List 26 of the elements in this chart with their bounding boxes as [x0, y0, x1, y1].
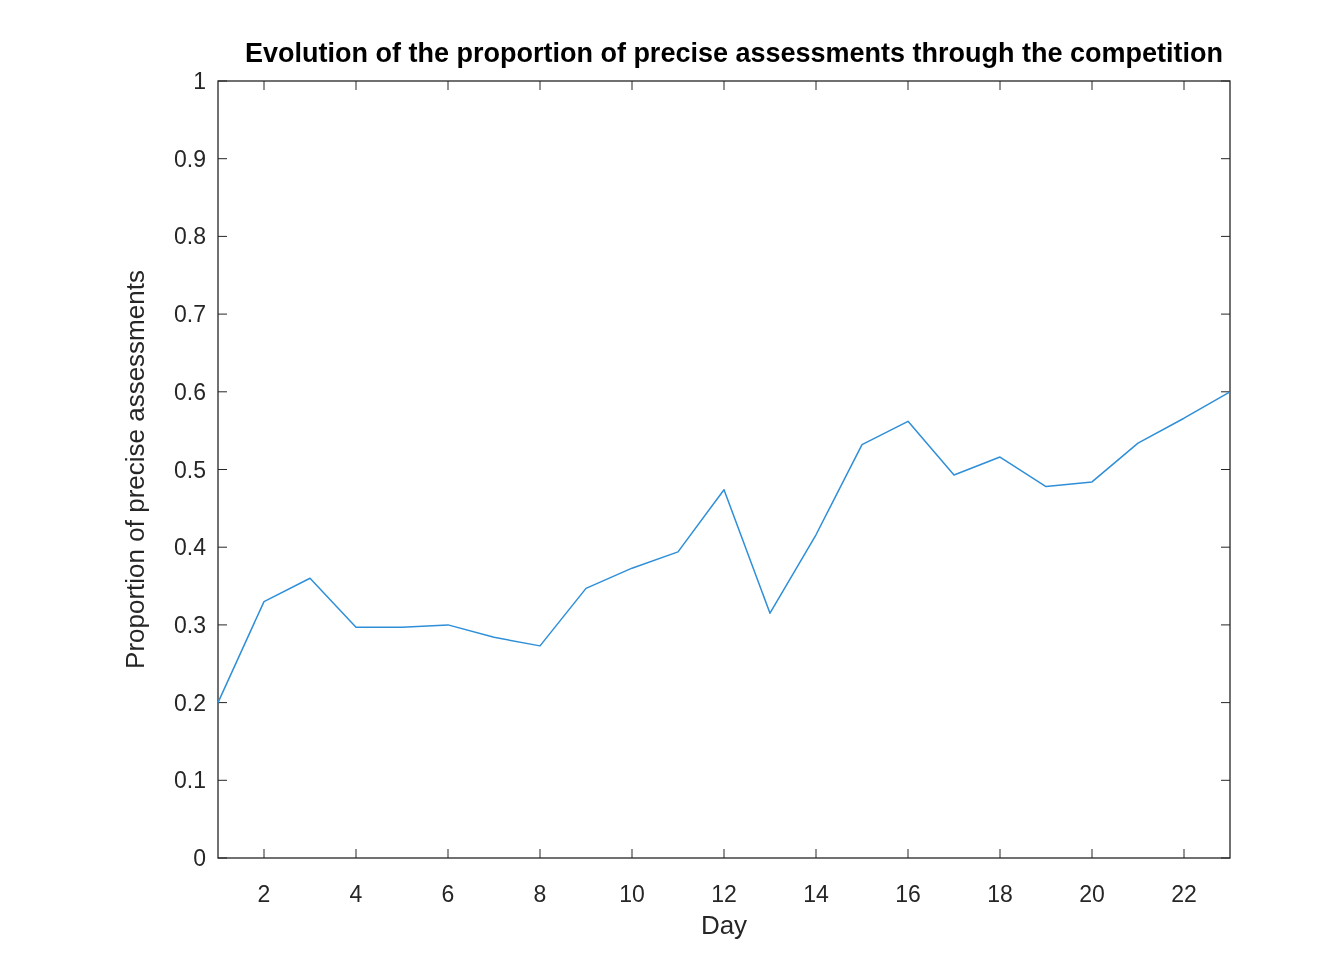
y-tick-label: 0.7 — [174, 301, 206, 328]
y-tick-label: 0.6 — [174, 378, 206, 405]
y-tick-label: 0.8 — [174, 223, 206, 250]
x-tick-label: 12 — [711, 881, 737, 907]
x-axis-title: Day — [700, 910, 748, 940]
chart-title: Evolution of the proportion of precise assessments through the competition — [244, 38, 1224, 68]
y-tick-label: 1 — [193, 68, 206, 94]
x-tick-label: 2 — [257, 881, 271, 907]
x-tick-label: 10 — [619, 881, 645, 907]
x-tick-label: 4 — [349, 881, 363, 907]
y-tick-label: 0.2 — [174, 689, 206, 716]
y-tick-label: 0.4 — [174, 534, 207, 561]
y-tick-label: 0.3 — [174, 611, 206, 638]
y-axis-title: Proportion of precise assessments — [120, 270, 150, 669]
x-tick-label: 16 — [895, 881, 921, 907]
x-tick-label: 22 — [1171, 881, 1197, 907]
x-tick-label: 20 — [1079, 881, 1105, 907]
x-tick-label: 14 — [803, 881, 829, 907]
x-tick-label: 18 — [987, 881, 1013, 907]
y-tick-label: 0.5 — [174, 456, 206, 483]
x-tick-label: 8 — [533, 881, 547, 907]
line-series — [217, 391, 1231, 704]
y-tick-label: 0 — [193, 845, 206, 871]
y-tick-label: 0.1 — [174, 767, 206, 794]
y-tick-label: 0.9 — [174, 145, 206, 172]
x-tick-label: 6 — [441, 881, 455, 907]
